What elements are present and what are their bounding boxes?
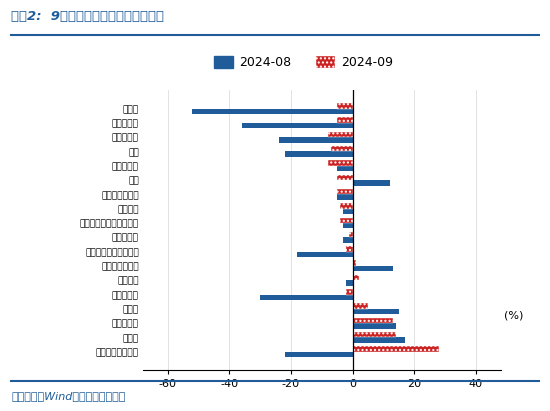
Bar <box>337 103 353 109</box>
Bar <box>353 309 399 314</box>
Bar <box>337 189 353 194</box>
Bar <box>343 223 353 229</box>
Bar <box>340 217 353 223</box>
Bar <box>343 237 353 243</box>
Bar <box>346 289 353 295</box>
Bar <box>328 160 353 166</box>
Text: 图表2:  9月四大税种收入增速表现分化: 图表2: 9月四大税种收入增速表现分化 <box>11 10 164 23</box>
Bar <box>353 261 356 266</box>
Bar <box>337 118 353 123</box>
Bar <box>353 346 439 352</box>
Bar <box>337 175 353 180</box>
Bar <box>192 109 353 114</box>
Bar <box>241 123 353 128</box>
Bar <box>353 180 389 185</box>
Bar <box>337 194 353 200</box>
Bar <box>328 132 353 137</box>
Bar <box>340 203 353 209</box>
Bar <box>346 280 353 286</box>
Bar <box>279 137 353 143</box>
Bar <box>260 295 353 300</box>
Legend: 2024-08, 2024-09: 2024-08, 2024-09 <box>211 53 397 73</box>
Bar <box>353 303 368 309</box>
Bar <box>353 266 393 271</box>
Bar <box>353 323 395 328</box>
Bar <box>285 352 353 357</box>
Bar <box>353 275 359 280</box>
Bar <box>349 232 353 237</box>
Bar <box>297 252 353 257</box>
Bar <box>285 152 353 157</box>
Bar <box>353 318 393 323</box>
Bar <box>353 332 395 337</box>
Bar <box>331 146 353 152</box>
Text: (%): (%) <box>504 311 523 321</box>
Bar <box>346 246 353 252</box>
Bar <box>353 337 405 343</box>
Bar <box>343 209 353 214</box>
Bar <box>337 166 353 171</box>
Text: 资料来源：Wind，国盛证券研究所: 资料来源：Wind，国盛证券研究所 <box>11 391 125 401</box>
